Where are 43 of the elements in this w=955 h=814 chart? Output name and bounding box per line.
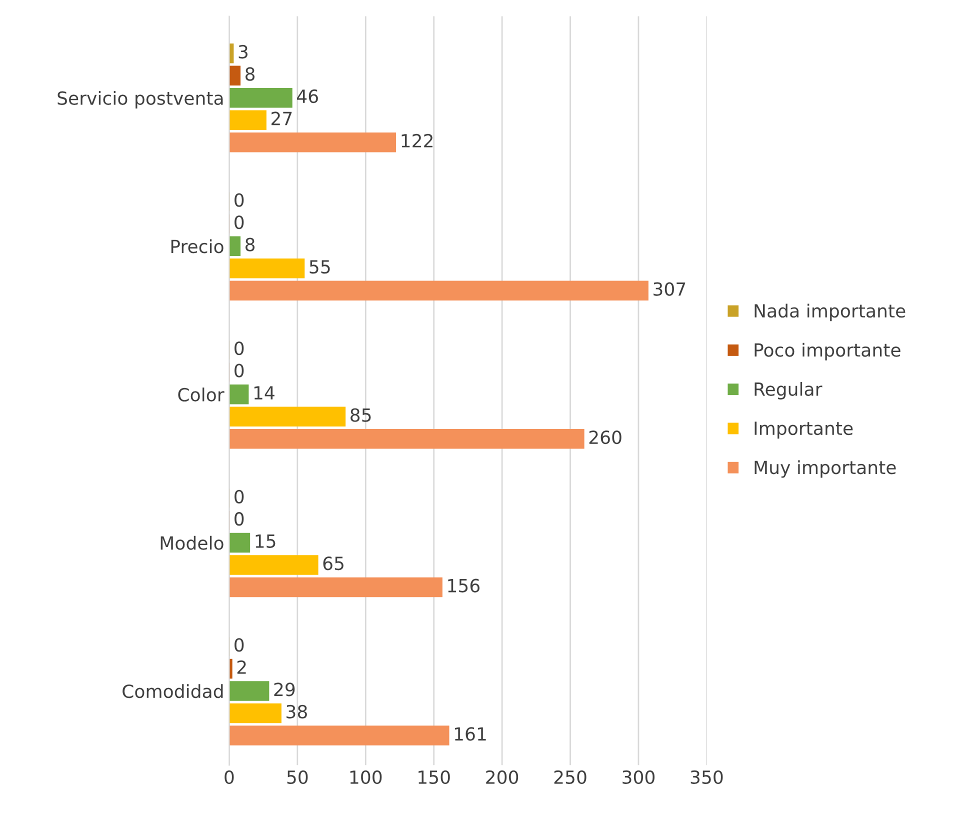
y-tick-label: Precio	[171, 239, 224, 254]
x-tick-label: 350	[690, 770, 723, 784]
data-label: 0	[234, 364, 244, 378]
data-label: 2	[237, 660, 246, 674]
data-label: 156	[448, 578, 480, 592]
data-label: 14	[254, 386, 274, 400]
legend-label: Nada importante	[754, 304, 906, 322]
y-tick-label: Color	[178, 388, 224, 402]
data-label: 307	[654, 282, 686, 296]
data-label: 15	[256, 534, 276, 548]
data-label: 46	[297, 89, 318, 104]
data-label: 3	[238, 44, 248, 59]
data-label: 85	[350, 408, 371, 422]
x-tick-label: 200	[486, 770, 518, 784]
data-label: 122	[402, 134, 432, 148]
x-tick-label: 300	[622, 770, 655, 784]
data-label: 161	[455, 727, 486, 741]
data-label: 8	[246, 67, 255, 81]
data-label: 0	[234, 215, 244, 230]
data-label: 0	[234, 512, 244, 526]
legend-label: Regular	[754, 382, 822, 400]
data-label: 55	[310, 260, 330, 274]
x-tick-label: 250	[554, 770, 586, 784]
data-label: 0	[234, 342, 244, 356]
data-label: 0	[234, 193, 244, 207]
x-tick-label: 150	[418, 770, 450, 784]
data-label: 27	[272, 112, 292, 126]
x-tick-label: 50	[287, 770, 308, 784]
data-label: 0	[234, 638, 244, 652]
y-tick-label: Modelo	[160, 536, 224, 550]
data-label: 8	[246, 238, 255, 252]
legend-label: Muy importante	[754, 460, 896, 478]
legend-label: Importante	[754, 422, 853, 439]
y-tick-label: Comodidad	[122, 684, 223, 698]
data-label: 65	[323, 556, 344, 570]
data-label: 29	[274, 682, 295, 696]
data-label: 0	[234, 490, 244, 504]
legend-label: Poco importante	[754, 342, 900, 360]
y-tick-label: Servicio postventa	[58, 90, 223, 108]
x-tick-label: 100	[350, 770, 382, 784]
x-tick-label: 0	[224, 770, 234, 784]
data-label: 260	[589, 430, 622, 444]
data-label: 38	[286, 704, 307, 718]
